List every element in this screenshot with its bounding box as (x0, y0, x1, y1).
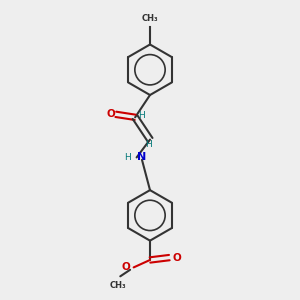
Text: H: H (145, 140, 152, 149)
Text: O: O (106, 109, 115, 119)
Text: CH₃: CH₃ (110, 281, 126, 290)
Text: O: O (173, 253, 182, 262)
Text: O: O (121, 262, 130, 272)
Text: N: N (136, 152, 146, 162)
Text: CH₃: CH₃ (142, 14, 158, 23)
Text: H: H (124, 153, 131, 162)
Text: H: H (138, 111, 145, 120)
